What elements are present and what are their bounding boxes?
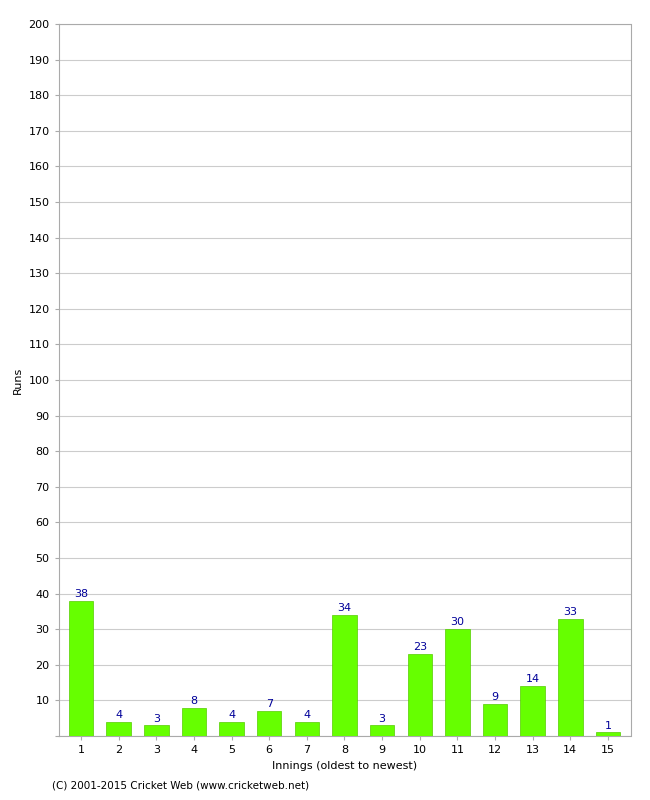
Bar (294, 722, 319, 736)
Text: 7: 7 (266, 699, 273, 710)
Text: 14: 14 (526, 674, 540, 684)
Text: (C) 2001-2015 Cricket Web (www.cricketweb.net): (C) 2001-2015 Cricket Web (www.cricketwe… (52, 781, 309, 790)
Bar (182, 707, 206, 736)
Text: 1: 1 (604, 721, 612, 730)
Text: 3: 3 (153, 714, 160, 723)
Text: 8: 8 (190, 696, 198, 706)
Bar (521, 686, 545, 736)
Bar (220, 722, 244, 736)
Bar (144, 726, 168, 736)
Bar (69, 601, 94, 736)
Bar (257, 711, 281, 736)
Text: 4: 4 (304, 710, 311, 720)
Text: 34: 34 (337, 603, 352, 613)
Bar (595, 733, 620, 736)
Bar (445, 630, 469, 736)
Bar (558, 618, 582, 736)
Text: 30: 30 (450, 618, 464, 627)
Text: 3: 3 (379, 714, 385, 723)
Text: 4: 4 (228, 710, 235, 720)
Bar (107, 722, 131, 736)
Bar (408, 654, 432, 736)
Text: 23: 23 (413, 642, 427, 652)
X-axis label: Innings (oldest to newest): Innings (oldest to newest) (272, 761, 417, 770)
Bar (483, 704, 507, 736)
Text: 4: 4 (115, 710, 122, 720)
Bar (332, 615, 357, 736)
Text: 38: 38 (74, 589, 88, 599)
Bar (370, 726, 395, 736)
Y-axis label: Runs: Runs (13, 366, 23, 394)
Text: 33: 33 (564, 606, 577, 617)
Text: 9: 9 (491, 692, 499, 702)
